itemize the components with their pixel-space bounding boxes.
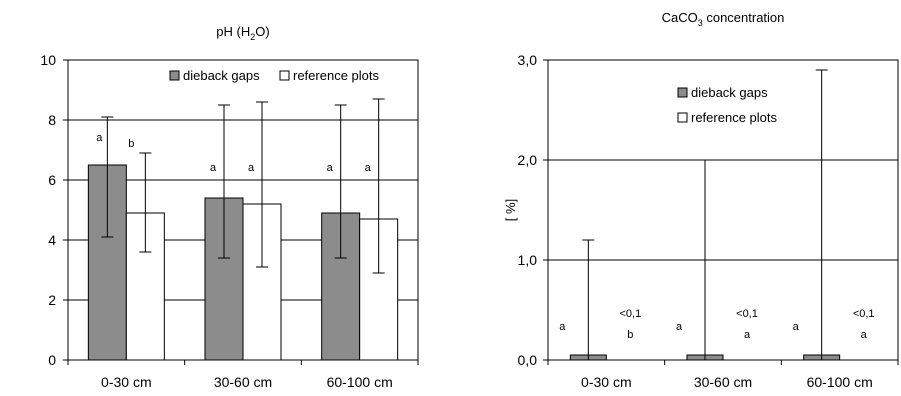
value-label: <0,1 bbox=[736, 308, 758, 320]
y-tick-label: 6 bbox=[48, 172, 56, 188]
title-part: CaCO bbox=[662, 10, 698, 25]
significance-letter: a bbox=[365, 162, 372, 174]
x-tick-label: 30-60 cm bbox=[214, 374, 272, 390]
y-tick-label: 2,0 bbox=[518, 152, 538, 168]
significance-letter: b bbox=[627, 329, 633, 341]
legend-label: reference plots bbox=[691, 110, 777, 125]
legend-label: reference plots bbox=[293, 68, 379, 83]
legend-swatch bbox=[677, 112, 688, 123]
significance-letter: a bbox=[327, 162, 334, 174]
y-tick-label: 3,0 bbox=[518, 52, 538, 68]
significance-letter: a bbox=[248, 162, 255, 174]
legend-swatch bbox=[279, 70, 290, 81]
legend-label: dieback gaps bbox=[691, 85, 768, 100]
y-tick-label: 8 bbox=[48, 112, 56, 128]
y-tick-label: 4 bbox=[48, 232, 56, 248]
y-axis-label: [ %] bbox=[503, 199, 518, 221]
value-label: <0,1 bbox=[853, 308, 875, 320]
legend-swatch bbox=[677, 87, 688, 98]
y-tick-label: 2 bbox=[48, 292, 56, 308]
significance-letter: a bbox=[793, 321, 800, 333]
legend-swatch bbox=[169, 70, 180, 81]
title-part: 2 bbox=[250, 32, 255, 42]
x-tick-label: 30-60 cm bbox=[694, 374, 752, 390]
legend: dieback gaps reference plots bbox=[169, 68, 379, 83]
y-tick-label: 10 bbox=[40, 52, 56, 68]
significance-letter: a bbox=[96, 132, 103, 144]
title-part: concentration bbox=[703, 10, 785, 25]
significance-letter: a bbox=[744, 329, 751, 341]
chart-title: pH (H2O) bbox=[216, 24, 269, 42]
x-tick-label: 60-100 cm bbox=[807, 374, 873, 390]
legend: dieback gaps reference plots bbox=[677, 85, 777, 125]
x-tick-label: 0-30 cm bbox=[581, 374, 632, 390]
x-tick-label: 0-30 cm bbox=[101, 374, 152, 390]
y-tick-label: 1,0 bbox=[518, 252, 538, 268]
plot-frame bbox=[67, 59, 419, 361]
significance-letter: a bbox=[559, 321, 566, 333]
title-part: pH (H bbox=[216, 24, 250, 39]
significance-letter: a bbox=[210, 162, 217, 174]
value-label: <0,1 bbox=[619, 308, 641, 320]
chart-2: CaCO3 concentration 0,0 1,0 2,0 3,0 [ %] 0-30 … bbox=[503, 10, 899, 390]
x-tick-label: 60-100 cm bbox=[327, 374, 393, 390]
title-part: O) bbox=[255, 24, 269, 39]
significance-letter: a bbox=[676, 321, 683, 333]
plot-frame bbox=[547, 59, 899, 361]
y-tick-label: 0,0 bbox=[518, 352, 538, 368]
chart-title: CaCO3 concentration bbox=[662, 10, 785, 28]
significance-letter: b bbox=[128, 138, 134, 150]
significance-letter: a bbox=[861, 329, 868, 341]
legend-label: dieback gaps bbox=[183, 68, 260, 83]
y-tick-label: 0 bbox=[48, 352, 56, 368]
title-part: 3 bbox=[698, 18, 703, 28]
